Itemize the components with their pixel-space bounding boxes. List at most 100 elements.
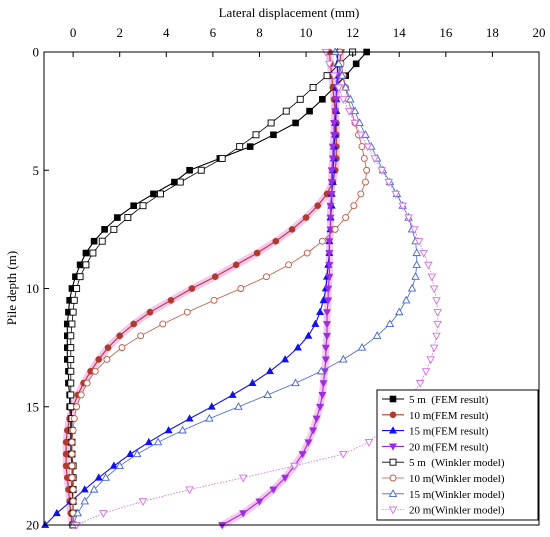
series-2-point	[272, 237, 280, 245]
series-8-point	[185, 486, 194, 495]
series-6-point	[357, 190, 365, 198]
series-7-point	[394, 307, 404, 316]
series-2-point	[104, 344, 112, 351]
series-6-point	[342, 214, 350, 222]
series-3-point	[293, 343, 302, 351]
series-7-point	[80, 496, 90, 505]
series-5-point	[296, 95, 304, 103]
series-6-point	[68, 438, 76, 446]
series-7-point	[350, 106, 360, 115]
legend-label: 15 m(Winkler model)	[409, 489, 505, 501]
series-3-point	[80, 485, 89, 493]
series-8-point	[325, 60, 334, 69]
y-axis-label: Pile depth (m)	[4, 251, 19, 325]
series-6-point	[331, 225, 339, 233]
x-tick-label: 2	[116, 25, 123, 40]
series-8-point	[329, 72, 339, 81]
series-8-point	[429, 344, 439, 353]
series-7-point	[132, 449, 142, 458]
series-5-point	[110, 225, 118, 233]
series-4-point	[325, 250, 334, 258]
series-7-point	[385, 319, 395, 328]
series-8-point	[414, 238, 424, 246]
legend-label: 20 m(Winkler model)	[409, 505, 505, 517]
series-3-point	[185, 414, 194, 422]
legend: 5 m (FEM result) 10 m(FEM result) 15 m(FEM…	[376, 389, 539, 521]
legend-item-5: 5 m (Winkler model)	[382, 457, 505, 469]
series-5-point	[82, 261, 90, 269]
series-6-point	[159, 320, 167, 328]
series-3-point	[109, 461, 118, 469]
series-7-point	[401, 295, 411, 304]
series-7-point	[411, 272, 420, 280]
series-4-point	[330, 120, 339, 128]
series-6-point	[118, 344, 126, 352]
series-7-point	[337, 71, 347, 79]
series-8-point	[344, 108, 354, 116]
series-8-point	[370, 155, 380, 164]
series-5-point	[67, 344, 75, 352]
series-5-point	[67, 356, 75, 363]
series-6-point	[360, 154, 368, 162]
legend-label: 10 m(Winkler model)	[409, 473, 505, 485]
x-tick-label: 8	[256, 25, 263, 40]
series-4-point	[304, 439, 313, 447]
series-6-point	[83, 379, 91, 387]
series-2-point	[130, 320, 137, 328]
series-7-point	[407, 283, 417, 292]
series-4-point	[332, 96, 341, 104]
series-6-point	[183, 308, 191, 316]
series-3-point	[248, 378, 257, 387]
series-2-point	[302, 214, 310, 221]
series-5-point	[176, 178, 184, 186]
series-5-point	[197, 166, 205, 174]
series-7-point	[357, 342, 367, 351]
series-2-point	[62, 450, 70, 458]
series-2-point	[62, 438, 70, 446]
series-5-point	[252, 131, 260, 139]
series-7-point	[234, 402, 243, 410]
series-6-point	[73, 403, 81, 411]
x-tick-label: 12	[346, 25, 359, 40]
series-3-point	[316, 307, 325, 316]
series-7-point	[334, 59, 343, 67]
series-5-point	[267, 119, 275, 127]
series-5-point	[124, 214, 132, 222]
x-tick-label: 14	[393, 25, 407, 40]
series-7-point	[355, 118, 364, 127]
legend-marker	[389, 458, 397, 466]
series-8-point	[429, 285, 439, 294]
series-1-point	[82, 249, 90, 257]
series-8-point	[398, 202, 407, 211]
series-6-point	[137, 332, 145, 340]
series-8-point	[364, 439, 374, 447]
series-8-point	[433, 309, 442, 317]
series-8-point	[334, 84, 343, 93]
series-5-point	[67, 403, 75, 411]
series-1-point	[306, 107, 313, 115]
series-1-point	[101, 226, 108, 233]
series-6-point	[68, 450, 76, 458]
series-4-point	[319, 380, 328, 388]
series-4-point	[312, 415, 321, 423]
legend-box	[376, 389, 539, 521]
series-1-point	[76, 261, 84, 269]
series-4-point	[255, 498, 264, 506]
series-8-point	[99, 510, 108, 518]
series-8-point	[377, 167, 387, 175]
series-4-point	[328, 155, 337, 163]
series-6-point	[69, 497, 77, 505]
series-2-point	[188, 285, 196, 292]
series-2-point	[288, 226, 296, 233]
series-6-point	[285, 261, 293, 269]
legend-marker	[389, 395, 397, 403]
series-3-point	[265, 366, 274, 375]
series-4-point	[326, 214, 335, 222]
x-tick-label: 20	[533, 25, 546, 40]
y-tick-label: 15	[26, 399, 39, 414]
x-tick-label: 18	[486, 25, 499, 40]
series-3-point	[144, 437, 153, 446]
series-8-point	[72, 521, 81, 530]
series-4-point	[325, 273, 334, 281]
